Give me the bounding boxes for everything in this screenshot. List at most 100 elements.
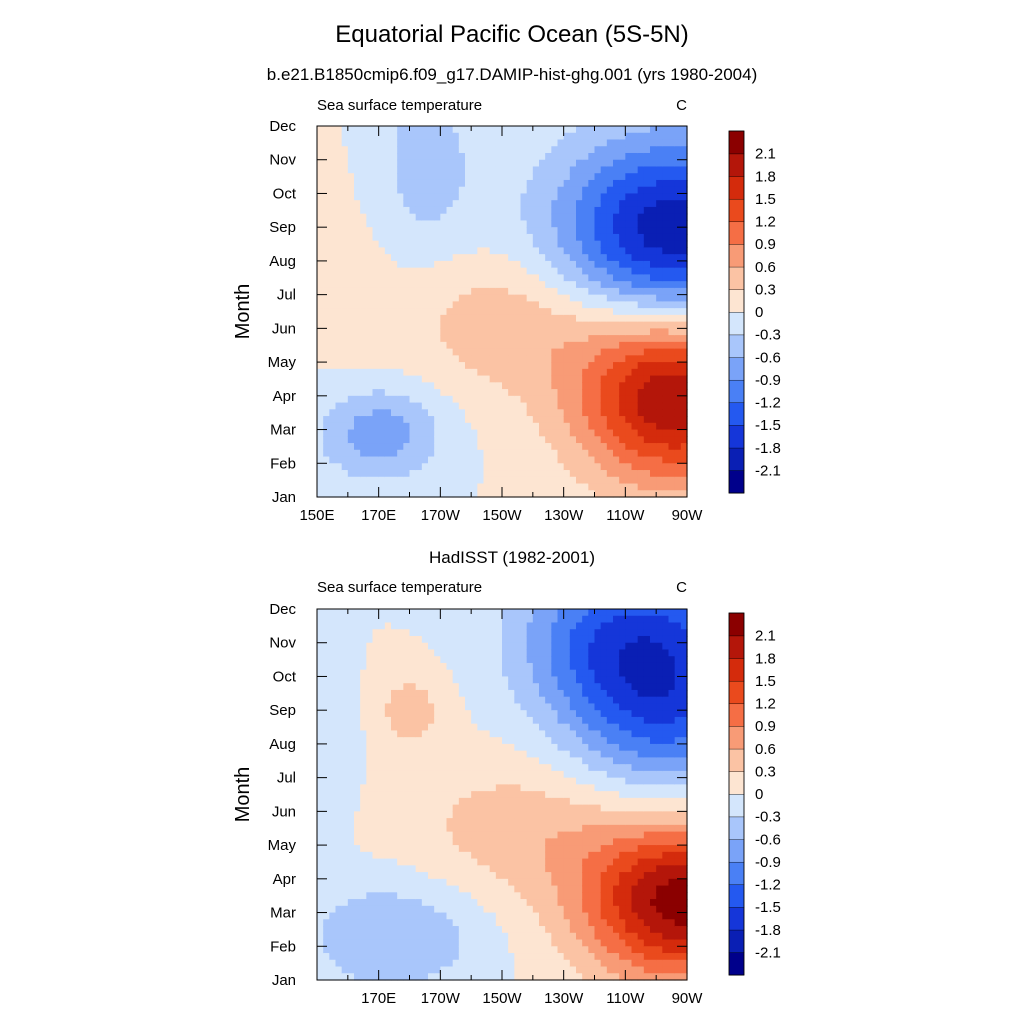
sst-cell bbox=[378, 743, 386, 752]
sst-cell bbox=[366, 449, 374, 458]
y-tick-label: Jun bbox=[272, 320, 296, 337]
sst-cell bbox=[354, 126, 361, 134]
sst-cell bbox=[489, 463, 497, 471]
sst-cell bbox=[557, 132, 565, 141]
sst-cell bbox=[569, 395, 577, 404]
sst-cell bbox=[643, 267, 651, 275]
sst-cell bbox=[588, 395, 596, 404]
sst-cell bbox=[391, 159, 398, 168]
sst-cell bbox=[594, 402, 602, 410]
sst-cell bbox=[458, 932, 466, 941]
sst-cell bbox=[329, 770, 337, 779]
sst-cell bbox=[502, 368, 509, 377]
sst-cell bbox=[434, 757, 441, 765]
sst-cell bbox=[378, 750, 386, 758]
sst-cell bbox=[421, 959, 429, 968]
sst-cell bbox=[465, 240, 472, 249]
sst-cell bbox=[347, 973, 355, 981]
sst-cell bbox=[440, 443, 448, 451]
sst-cell bbox=[452, 395, 460, 404]
sst-cell bbox=[452, 267, 460, 275]
sst-cell bbox=[489, 716, 497, 725]
sst-cell bbox=[354, 723, 361, 732]
sst-cell bbox=[409, 865, 417, 873]
sst-cell bbox=[576, 314, 583, 323]
sst-cell bbox=[391, 811, 398, 819]
sst-cell bbox=[545, 476, 552, 485]
sst-cell bbox=[502, 375, 509, 383]
sst-cell bbox=[631, 449, 639, 458]
sst-cell bbox=[335, 750, 343, 758]
sst-cell bbox=[391, 152, 398, 161]
sst-cell bbox=[409, 615, 417, 624]
sst-cell bbox=[662, 456, 670, 464]
sst-cell bbox=[421, 858, 429, 866]
sst-cell bbox=[415, 422, 423, 431]
sst-cell bbox=[668, 375, 676, 383]
sst-cell bbox=[569, 193, 577, 201]
sst-cell bbox=[594, 132, 602, 141]
sst-cell bbox=[514, 260, 522, 269]
sst-cell bbox=[397, 483, 404, 491]
sst-cell bbox=[421, 449, 429, 458]
sst-cell bbox=[551, 328, 559, 336]
sst-cell bbox=[465, 328, 472, 336]
sst-cell bbox=[354, 260, 361, 269]
sst-cell bbox=[384, 750, 392, 758]
sst-cell bbox=[440, 865, 448, 873]
sst-cell bbox=[372, 757, 380, 765]
sst-cell bbox=[508, 368, 515, 377]
sst-cell bbox=[440, 858, 448, 866]
sst-cell bbox=[563, 490, 571, 498]
sst-cell bbox=[347, 757, 355, 765]
sst-cell bbox=[421, 395, 429, 404]
sst-cell bbox=[625, 335, 633, 343]
sst-cell bbox=[502, 395, 509, 404]
sst-cell bbox=[489, 395, 497, 404]
sst-cell bbox=[434, 831, 441, 839]
sst-cell bbox=[317, 656, 324, 664]
sst-cell bbox=[440, 939, 448, 947]
sst-cell bbox=[335, 375, 343, 383]
sst-cell bbox=[366, 132, 374, 141]
sst-cell bbox=[335, 443, 343, 451]
sst-cell bbox=[477, 456, 485, 464]
sst-cell bbox=[341, 449, 349, 458]
sst-cell bbox=[317, 206, 324, 215]
sst-cell bbox=[378, 764, 386, 772]
sst-cell bbox=[551, 213, 559, 222]
sst-cell bbox=[384, 422, 392, 431]
sst-cell bbox=[514, 456, 522, 464]
sst-cell bbox=[421, 919, 429, 927]
sst-cell bbox=[347, 858, 355, 866]
sst-cell bbox=[354, 824, 361, 833]
sst-cell bbox=[415, 669, 423, 678]
sst-cell bbox=[502, 206, 509, 215]
sst-cell bbox=[335, 737, 343, 745]
sst-cell bbox=[384, 743, 392, 752]
sst-cell bbox=[563, 429, 571, 437]
sst-cell bbox=[323, 656, 330, 664]
sst-cell bbox=[465, 321, 472, 329]
sst-cell bbox=[428, 716, 435, 725]
sst-cell bbox=[576, 173, 583, 181]
sst-cell bbox=[378, 696, 386, 705]
sst-cell bbox=[539, 402, 546, 410]
sst-cell bbox=[520, 139, 528, 147]
sst-cell bbox=[576, 456, 583, 464]
sst-cell bbox=[502, 267, 509, 275]
sst-cell bbox=[360, 865, 367, 873]
sst-cell bbox=[539, 240, 546, 249]
sst-cell bbox=[372, 939, 380, 947]
sst-cell bbox=[613, 206, 620, 215]
sst-cell bbox=[323, 436, 330, 444]
sst-cell bbox=[421, 764, 429, 772]
sst-cell bbox=[397, 716, 404, 725]
sst-cell bbox=[545, 456, 552, 464]
sst-cell bbox=[372, 308, 380, 316]
sst-cell bbox=[471, 456, 478, 464]
sst-cell bbox=[347, 436, 355, 444]
sst-cell bbox=[434, 470, 441, 478]
sst-cell bbox=[335, 885, 343, 893]
sst-cell bbox=[662, 287, 670, 296]
